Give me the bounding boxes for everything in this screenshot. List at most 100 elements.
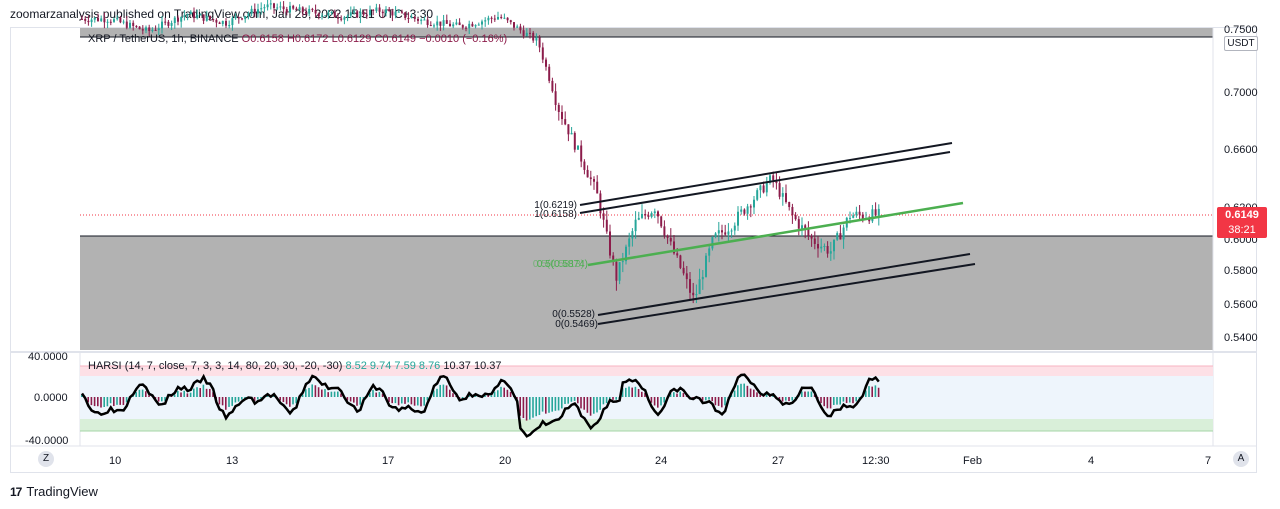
candle-body [698, 279, 701, 295]
candle-body [676, 253, 679, 256]
supply-zone [80, 28, 1213, 37]
harsi-bar [279, 397, 281, 401]
candle-body [375, 7, 378, 11]
harsi-bar [314, 385, 317, 397]
harsi-bar [474, 395, 477, 397]
footer-brand[interactable]: TradingView [26, 484, 98, 499]
candle-body [778, 183, 781, 197]
harsi-bar [324, 389, 326, 397]
candle-body [84, 18, 87, 21]
tradingview-logo-icon[interactable]: 17 [10, 484, 22, 499]
harsi-bar [855, 397, 857, 402]
candle-body [266, 4, 269, 8]
fib-label-top2: 1(0.6158) [534, 209, 577, 220]
harsi-bar [289, 397, 291, 407]
harsi-bar [577, 397, 579, 404]
candle-body [253, 8, 256, 14]
candle-body [391, 11, 394, 16]
candle-body [615, 261, 618, 281]
fib-label-bot1: 0(0.5528) [552, 309, 595, 320]
harsi-bar [708, 397, 710, 400]
candle-body [417, 18, 419, 21]
candle-body [433, 25, 435, 27]
candle-body [497, 16, 499, 20]
candle-body [634, 219, 637, 232]
harsi-name[interactable]: HARSI [88, 360, 122, 372]
harsi-bar [97, 397, 99, 407]
harsi-bar [801, 391, 803, 397]
candle-body [621, 261, 624, 263]
candle-body [145, 27, 147, 31]
candle-body [308, 8, 311, 14]
harsi-bar [765, 394, 768, 397]
candle-body [506, 17, 509, 21]
candle-body [314, 9, 317, 14]
harsi-bar [109, 397, 112, 404]
candle-body [484, 20, 487, 22]
harsi-bar [426, 397, 429, 401]
candle-body [468, 23, 471, 29]
footer: 17 TradingView [10, 484, 98, 499]
harsi-bar [599, 397, 601, 410]
candle-body [218, 22, 221, 24]
candle-body [679, 255, 682, 268]
candle-body [519, 26, 522, 31]
candle-body [871, 209, 874, 222]
harsi-bar [356, 397, 358, 406]
harsi-histogram [81, 383, 880, 421]
candle-body [535, 37, 538, 41]
candle-body [769, 175, 771, 183]
candle-body [625, 246, 627, 262]
zoom-button[interactable]: Z [38, 451, 54, 467]
harsi-bar [135, 392, 137, 397]
candle-body [772, 175, 775, 181]
harsi-bar [868, 386, 870, 397]
auto-scale-button[interactable]: A [1233, 451, 1249, 467]
candle-body [247, 13, 250, 17]
candle-body [813, 238, 816, 244]
candle-body [545, 59, 547, 67]
candle-body [628, 238, 631, 247]
harsi-bar [305, 389, 307, 397]
candle-body [708, 248, 711, 256]
candle-body [874, 209, 877, 216]
price-axis: 0.7500 0.7000 0.6600 0.6200 0.6000 0.580… [1224, 24, 1258, 344]
harsi-bar [218, 397, 221, 405]
candle-body [509, 20, 512, 23]
candle-body [81, 18, 83, 20]
symbol-name[interactable]: XRP / TetherUS, 1h, BINANCE [88, 33, 239, 45]
harsi-axis: 40.0000 0.0000 -40.0000 [25, 351, 68, 447]
harsi-ob-band [80, 366, 1213, 376]
ohlc-high: H0.6172 [286, 33, 329, 45]
candle-body [836, 233, 839, 240]
candle-body [593, 179, 595, 182]
harsi-bar [500, 386, 502, 397]
fib-label-top1: 1(0.6219) [534, 200, 577, 211]
currency-button[interactable]: USDT [1224, 36, 1258, 51]
candle-body [877, 208, 880, 216]
harsi-bar [753, 389, 755, 397]
harsi-val-6: 10.37 [473, 360, 502, 372]
candle-body [817, 243, 819, 249]
candle-body [762, 185, 765, 193]
candle-body [490, 17, 493, 19]
harsi-bar [525, 397, 528, 421]
candle-body [461, 25, 464, 28]
y-tick: 0.7500 [1224, 24, 1258, 36]
candle-body [100, 18, 103, 21]
harsi-val-4: 8.76 [418, 360, 441, 372]
harsi-bar [225, 397, 227, 410]
harsi-bar [644, 392, 646, 397]
candle-body [567, 124, 570, 135]
harsi-bar [615, 397, 617, 400]
harsi-bar [404, 397, 406, 404]
candle-body [397, 11, 400, 13]
bar-countdown: 38:21 [1228, 224, 1256, 236]
candle-body [369, 9, 371, 16]
x-tick: 10 [109, 455, 121, 467]
candle-body [141, 29, 144, 31]
candle-body [756, 190, 759, 200]
candle-body [673, 241, 675, 254]
harsi-bar [292, 397, 294, 405]
